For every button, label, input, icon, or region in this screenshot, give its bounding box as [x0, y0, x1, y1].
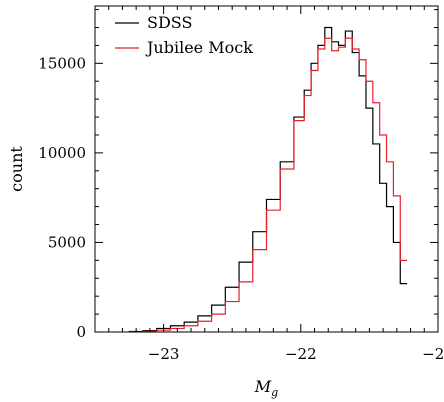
legend-label: Jubilee Mock — [145, 38, 253, 57]
x-axis-label: Mg — [254, 377, 278, 399]
y-tick-label: 10000 — [38, 144, 86, 162]
legend: SDSS Jubilee Mock — [115, 13, 253, 57]
y-tick-label: 0 — [76, 323, 86, 341]
x-tick-label: −22 — [285, 345, 317, 363]
x-tick-label: −23 — [148, 345, 180, 363]
plot-series-group — [128, 26, 408, 333]
x-axis-label-main: M — [254, 377, 272, 396]
x-tick-label: −21 — [422, 345, 444, 363]
series-jubilee-mock-line — [128, 37, 408, 333]
y-axis-label: count — [7, 146, 26, 192]
x-axis: −23 −22 −21 — [94, 6, 444, 363]
legend-label: SDSS — [147, 13, 192, 32]
y-axis: 0 5000 10000 15000 — [38, 9, 438, 341]
y-tick-label: 5000 — [48, 233, 86, 251]
y-tick-label: 15000 — [38, 54, 86, 72]
x-axis-label-subscript: g — [271, 386, 278, 399]
plot-frame — [94, 5, 439, 333]
